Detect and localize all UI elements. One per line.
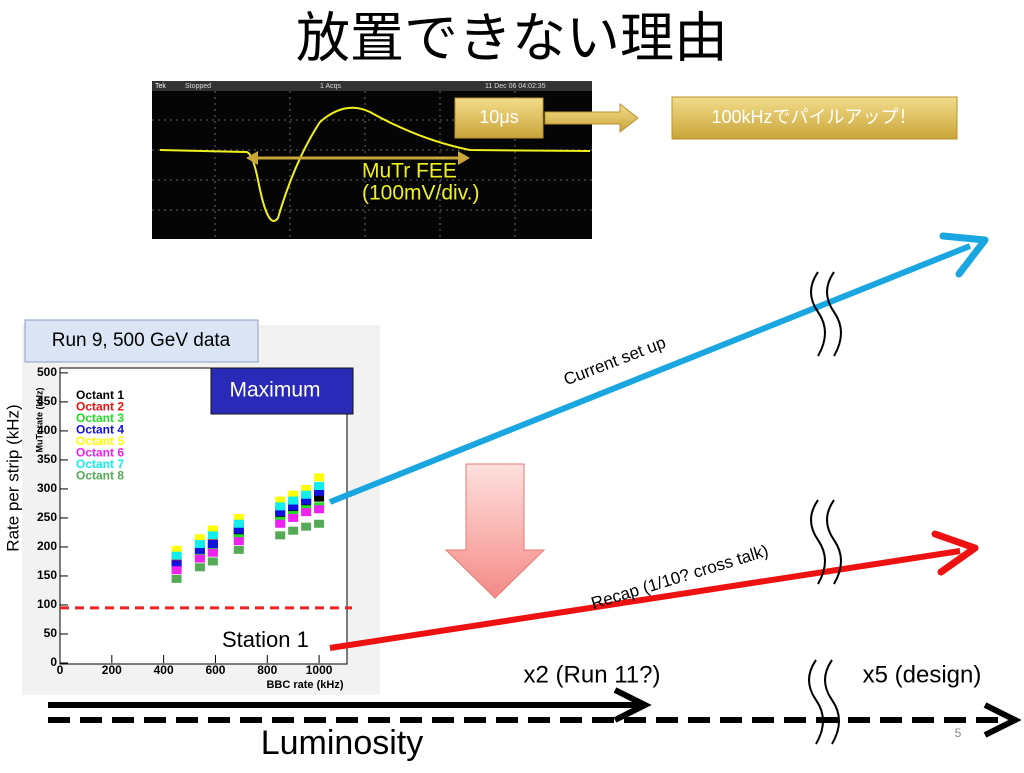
point (233, 513, 244, 522)
y-tick-label: 200 (37, 539, 57, 553)
callout-text: 10μs (479, 107, 518, 127)
point (314, 519, 325, 528)
point (233, 545, 244, 554)
line-label: Recap (1/10? cross talk) (589, 541, 771, 613)
x-tick-label: 0 (57, 663, 64, 677)
scope-scale: (100mV/div.) (362, 182, 479, 205)
line-label: Current set up (561, 333, 668, 389)
point (171, 566, 182, 575)
y-tick-label: 150 (37, 568, 57, 582)
legend-entry: Octant 4 (76, 423, 124, 437)
page-number: 5 (955, 726, 962, 740)
point (233, 537, 244, 546)
legend-entry: Octant 5 (76, 434, 124, 448)
point (314, 473, 325, 482)
y-tick-label: 300 (37, 481, 57, 495)
y-tick-label: 450 (37, 394, 57, 408)
point (171, 551, 182, 560)
plot-frame (59, 367, 348, 665)
plot-caption: Run 9, 500 GeV data (52, 330, 231, 351)
y-tick-label: 0 (50, 655, 57, 669)
point (288, 502, 299, 511)
point (288, 496, 299, 505)
point (207, 540, 218, 549)
point (207, 548, 218, 557)
legend-entry: Octant 2 (76, 400, 124, 414)
point (275, 502, 286, 511)
point (314, 487, 325, 496)
point (275, 508, 286, 517)
callout-text: 100kHzでパイルアップ！ (711, 107, 916, 127)
point (207, 557, 218, 566)
scope-header: Tek (155, 83, 166, 90)
point (171, 545, 182, 554)
x-tick-label: 200 (102, 663, 122, 677)
point (275, 496, 286, 505)
point (207, 525, 218, 534)
point (194, 540, 205, 549)
y-axis-label: Rate per strip (kHz) (3, 404, 22, 551)
legend-entry: Octant 6 (76, 446, 124, 460)
callout-box (671, 96, 958, 140)
luminosity-arrows (48, 687, 1022, 738)
point (288, 513, 299, 522)
scope-label: MuTr FEE (362, 160, 457, 183)
callout-arrow (544, 102, 639, 134)
point (194, 545, 205, 554)
scope-header: 1 Acqs (320, 83, 342, 90)
point (194, 534, 205, 543)
point (233, 525, 244, 534)
trend-arrows (328, 232, 989, 745)
annotation: Station 1 (222, 627, 309, 652)
point (301, 490, 312, 499)
legend-entry: Octant 8 (76, 469, 124, 483)
point (171, 560, 182, 569)
callout-box (454, 97, 544, 139)
luminosity-label: x2 (Run 11?) (524, 661, 661, 688)
point (275, 531, 286, 540)
point (288, 490, 299, 499)
x-axis-title: BBC rate (kHz) (266, 679, 343, 691)
point (301, 484, 312, 493)
point (314, 505, 325, 514)
y-tick-label: 250 (37, 510, 57, 524)
x-tick-label: 800 (257, 663, 277, 677)
point (314, 482, 325, 491)
x-tick-label: 600 (205, 663, 225, 677)
legend-entry: Octant 3 (76, 411, 124, 425)
legend-entry: Octant 7 (76, 457, 124, 471)
y-axis-title: MuTr rate (kHz) (34, 387, 44, 452)
x-tick-label: 1000 (306, 663, 333, 677)
point (301, 508, 312, 517)
point (171, 574, 182, 583)
caption-box (24, 319, 259, 363)
x-tick-label: 400 (154, 663, 174, 677)
point (314, 493, 325, 502)
y-tick-label: 400 (37, 423, 57, 437)
slide-title: 放置できない理由 (296, 8, 728, 68)
y-tick-label: 350 (37, 452, 57, 466)
luminosity-title: Luminosity (261, 724, 424, 762)
y-tick-label: 500 (37, 365, 57, 379)
point (275, 519, 286, 528)
point (301, 496, 312, 505)
scope-header: Stopped (185, 83, 211, 90)
legend-entry: Octant 1 (76, 388, 124, 402)
point (288, 526, 299, 535)
maximum-box (210, 367, 354, 415)
point (301, 522, 312, 531)
annotation: Maximum (229, 379, 320, 402)
luminosity-label: x5 (design) (863, 661, 982, 688)
y-tick-label: 50 (44, 626, 58, 640)
point (194, 563, 205, 572)
y-tick-label: 100 (37, 597, 57, 611)
point (233, 519, 244, 528)
scope-header: 11 Dec 06 04:02:35 (485, 83, 546, 90)
point (194, 554, 205, 563)
point (207, 531, 218, 540)
